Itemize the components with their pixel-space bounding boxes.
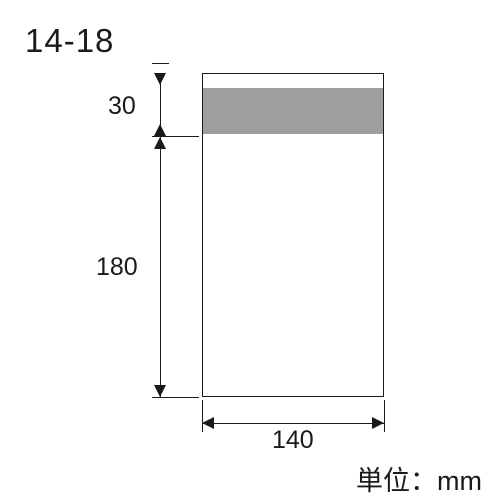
dim-body-value: 180 bbox=[96, 253, 138, 282]
dim-flap-extension-top bbox=[152, 63, 169, 64]
unit-label: 単位：mm bbox=[356, 459, 482, 498]
dim-flap-value: 30 bbox=[108, 92, 136, 121]
dim-width-arrow-right bbox=[372, 417, 384, 429]
bag-outline bbox=[202, 73, 384, 397]
diagram-canvas: 14-18 30 180 140 単位：mm bbox=[0, 0, 500, 500]
dim-body-line bbox=[160, 136, 161, 397]
dim-width-arrow-left bbox=[202, 417, 214, 429]
dim-width-line bbox=[202, 423, 384, 424]
dim-width-value: 140 bbox=[272, 426, 314, 455]
bag-flap bbox=[203, 88, 383, 134]
product-code: 14-18 bbox=[25, 22, 114, 60]
dim-body-arrow-top bbox=[154, 137, 166, 149]
dim-flap-arrow-top bbox=[154, 73, 166, 85]
dim-body-extension-bottom bbox=[152, 397, 199, 398]
dim-body-arrow-bottom bbox=[154, 385, 166, 397]
dim-flap-arrow-bottom bbox=[154, 124, 166, 136]
dim-width-extension-right bbox=[384, 400, 385, 432]
